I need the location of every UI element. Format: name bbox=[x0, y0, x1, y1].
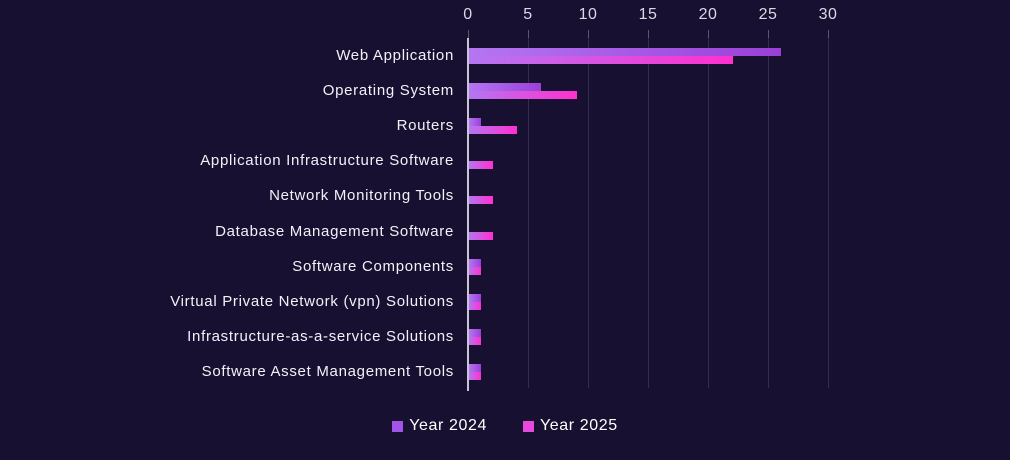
bar-year-2024 bbox=[469, 47, 781, 56]
x-tick-mark bbox=[828, 30, 829, 38]
category-label: Virtual Private Network (vpn) Solutions bbox=[170, 293, 454, 310]
gridline bbox=[648, 38, 649, 388]
bar-year-2025 bbox=[469, 161, 493, 170]
bar-year-2025 bbox=[469, 90, 577, 99]
bar-year-2024 bbox=[469, 364, 481, 373]
category-label: Operating System bbox=[322, 81, 454, 99]
x-tick-mark bbox=[768, 30, 769, 38]
category-label: Application Infrastructure Software bbox=[200, 152, 454, 170]
gridline bbox=[708, 38, 709, 388]
x-tick-label: 10 bbox=[578, 6, 598, 23]
legend-item-year-2025[interactable]: Year 2025 bbox=[523, 417, 618, 435]
x-tick-mark bbox=[648, 30, 649, 38]
bar-year-2025 bbox=[469, 337, 481, 346]
x-tick-mark bbox=[468, 30, 469, 38]
legend-swatch-icon bbox=[523, 420, 534, 432]
bar-year-2024 bbox=[469, 118, 481, 126]
y-axis-line bbox=[467, 38, 469, 391]
bar-year-2025 bbox=[469, 126, 517, 134]
legend-item-year-2024[interactable]: Year 2024 bbox=[392, 417, 487, 435]
category-label: Web Application bbox=[336, 46, 454, 64]
category-label: Database Management Software bbox=[215, 222, 454, 240]
category-label: Infrastructure-as-a-service Solutions bbox=[187, 328, 454, 346]
legend-label: Year 2024 bbox=[409, 417, 487, 434]
bar-year-2024 bbox=[469, 329, 481, 338]
x-tick-label: 5 bbox=[523, 6, 533, 23]
x-tick-mark bbox=[588, 30, 589, 38]
category-label: Software Components bbox=[292, 257, 454, 275]
bar-year-2025 bbox=[469, 266, 481, 275]
bar-year-2024 bbox=[469, 294, 481, 302]
bar-year-2025 bbox=[469, 231, 493, 240]
gridline bbox=[828, 38, 829, 388]
category-label: Software Asset Management Tools bbox=[201, 363, 454, 381]
gridline bbox=[588, 38, 589, 388]
x-tick-label: 30 bbox=[818, 6, 838, 23]
category-label: Routers bbox=[396, 117, 454, 134]
legend-label: Year 2025 bbox=[540, 417, 618, 434]
gridline bbox=[768, 38, 769, 388]
x-tick-label: 25 bbox=[758, 6, 778, 23]
bar-year-2025 bbox=[469, 302, 481, 310]
bar-year-2025 bbox=[469, 55, 733, 64]
x-tick-mark bbox=[528, 30, 529, 38]
legend-swatch-icon bbox=[392, 420, 404, 432]
category-label: Network Monitoring Tools bbox=[269, 187, 454, 205]
bar-year-2025 bbox=[469, 196, 493, 205]
x-tick-label: 20 bbox=[698, 6, 718, 23]
x-tick-mark bbox=[708, 30, 709, 38]
x-tick-label: 0 bbox=[463, 6, 473, 23]
x-tick-label: 15 bbox=[638, 6, 658, 23]
bar-year-2025 bbox=[469, 372, 481, 381]
legend: Year 2024 Year 2025 bbox=[0, 417, 1010, 435]
gridline bbox=[528, 38, 529, 388]
bar-year-2024 bbox=[469, 82, 541, 91]
bar-year-2024 bbox=[469, 258, 481, 267]
